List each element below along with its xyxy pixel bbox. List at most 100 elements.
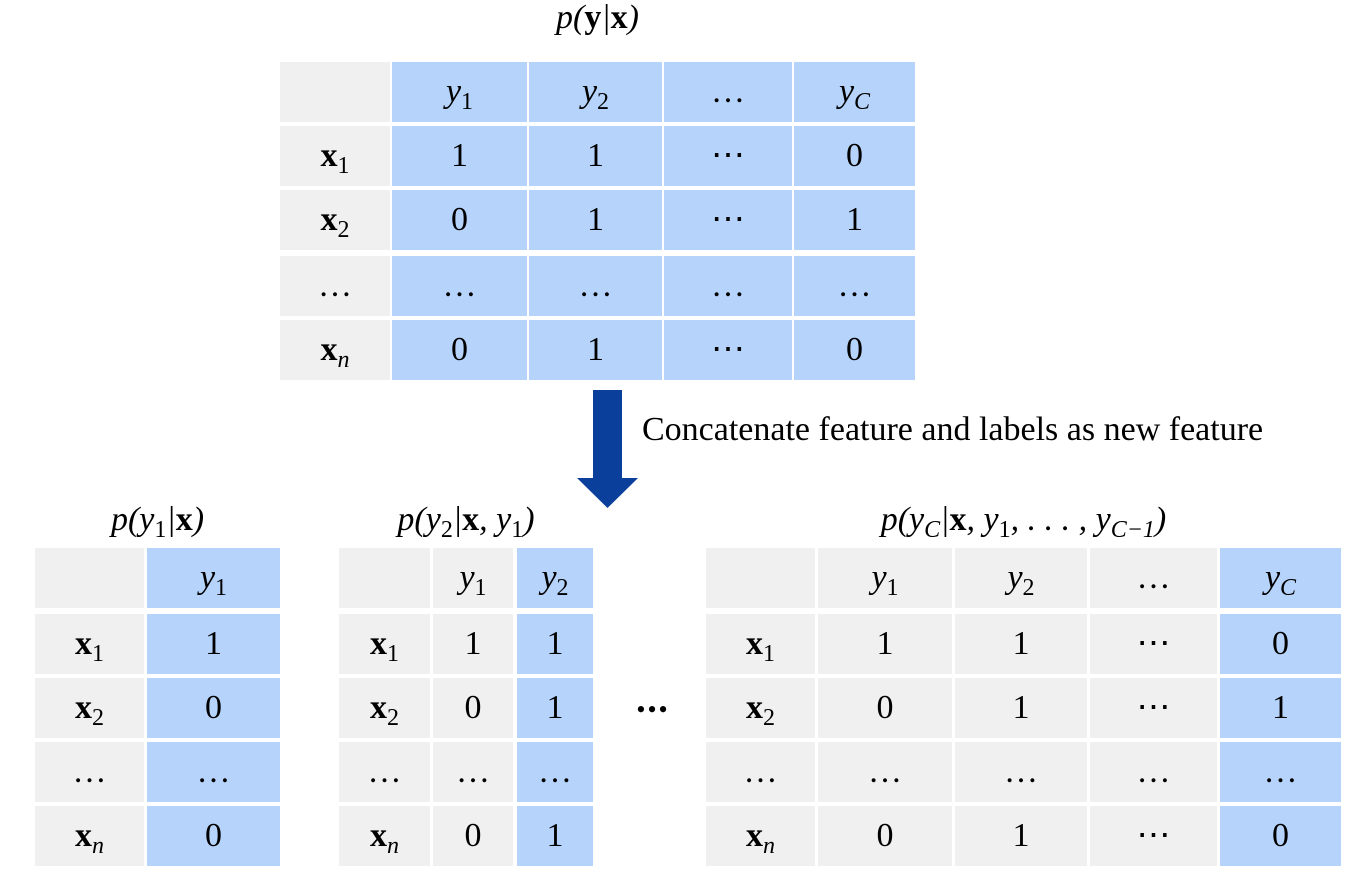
row-label: x1 bbox=[746, 625, 775, 667]
cell-value: 1 bbox=[1013, 689, 1030, 726]
cell-value: 1 bbox=[547, 817, 564, 854]
cell-value: ⋯ bbox=[1137, 625, 1171, 662]
cell bbox=[147, 614, 280, 674]
row-label-cell bbox=[706, 742, 815, 802]
cell bbox=[433, 678, 513, 738]
row-label-cell bbox=[706, 806, 815, 866]
cell-value: … bbox=[1137, 753, 1171, 790]
row-label: … bbox=[318, 267, 352, 304]
cell-value: … bbox=[1264, 753, 1298, 790]
math-text: y bbox=[197, 559, 216, 596]
math-text: ) bbox=[191, 501, 204, 538]
math-text: p(y bbox=[879, 501, 925, 538]
math-text: x bbox=[321, 331, 338, 368]
row-label: xn bbox=[75, 817, 104, 859]
row-label-cell bbox=[339, 806, 430, 866]
cell-value: 1 bbox=[451, 137, 468, 174]
cell-value: 0 bbox=[205, 689, 222, 726]
math-text: ) bbox=[521, 501, 534, 538]
header-cell bbox=[1220, 548, 1341, 608]
row-label: xn bbox=[370, 817, 399, 859]
cell bbox=[955, 742, 1087, 802]
header-cell bbox=[529, 62, 662, 122]
cell-value: 1 bbox=[587, 137, 604, 174]
cell bbox=[517, 742, 593, 802]
math-text: x bbox=[746, 625, 763, 662]
header-cell bbox=[955, 548, 1087, 608]
row-label-cell bbox=[280, 190, 390, 250]
math-text: , y bbox=[967, 501, 1000, 538]
math-text: x bbox=[176, 501, 193, 538]
subscript: 2 bbox=[763, 705, 775, 731]
math-text: y bbox=[868, 559, 887, 596]
row-label-cell bbox=[35, 614, 144, 674]
cell bbox=[1220, 742, 1341, 802]
cell bbox=[433, 742, 513, 802]
header-cell bbox=[392, 62, 527, 122]
table-title: p(y|x) bbox=[554, 0, 639, 36]
math-text: | bbox=[601, 0, 610, 36]
math-text: x bbox=[746, 817, 763, 854]
cell-value: … bbox=[579, 267, 613, 304]
subscript: C bbox=[854, 89, 871, 115]
math-text: x bbox=[611, 0, 628, 36]
header-cell bbox=[1090, 548, 1217, 608]
math-text: | bbox=[940, 501, 949, 538]
cell bbox=[529, 190, 662, 250]
column-header: … bbox=[1137, 559, 1171, 596]
cell bbox=[147, 742, 280, 802]
math-text: x bbox=[370, 817, 387, 854]
cell-value: … bbox=[838, 267, 872, 304]
cell-value: ⋯ bbox=[711, 331, 745, 368]
cell-value: 1 bbox=[547, 625, 564, 662]
arrow-head bbox=[577, 478, 638, 508]
subscript: C bbox=[924, 517, 941, 543]
math-text: p( bbox=[554, 0, 587, 36]
subscript: 1 bbox=[154, 517, 166, 543]
math-text: y bbox=[1262, 559, 1281, 596]
header-cell bbox=[280, 62, 390, 122]
cell bbox=[794, 126, 915, 186]
cell bbox=[433, 614, 513, 674]
cell bbox=[818, 614, 952, 674]
math-text: x bbox=[321, 201, 338, 238]
cell-value: … bbox=[443, 267, 477, 304]
cell bbox=[1220, 614, 1341, 674]
column-header: y2 bbox=[538, 559, 568, 601]
math-text: x bbox=[462, 501, 479, 538]
header-cell bbox=[147, 548, 280, 608]
cell bbox=[664, 190, 792, 250]
header-cell bbox=[35, 548, 144, 608]
subscript: 1 bbox=[92, 641, 104, 667]
table-title: p(y1|x) bbox=[109, 501, 204, 543]
column-header: y1 bbox=[868, 559, 898, 601]
cell-value: … bbox=[456, 753, 490, 790]
math-text: y bbox=[579, 73, 598, 110]
row-label-cell bbox=[35, 742, 144, 802]
cell-value: 1 bbox=[587, 331, 604, 368]
subscript: 1 bbox=[999, 517, 1011, 543]
row-label: … bbox=[368, 753, 402, 790]
cell-value: 0 bbox=[451, 201, 468, 238]
cell bbox=[955, 614, 1087, 674]
cell bbox=[147, 678, 280, 738]
cell bbox=[147, 806, 280, 866]
cell bbox=[1090, 678, 1217, 738]
cell bbox=[1090, 806, 1217, 866]
cell bbox=[794, 190, 915, 250]
math-text: y bbox=[1004, 559, 1023, 596]
subscript: 2 bbox=[387, 705, 399, 731]
cell bbox=[664, 320, 792, 380]
math-text: x bbox=[75, 625, 92, 662]
row-label: xn bbox=[746, 817, 775, 859]
math-text: x bbox=[950, 501, 967, 538]
subscript: C−1 bbox=[1111, 517, 1155, 543]
subscript: n bbox=[763, 833, 775, 859]
cell bbox=[529, 320, 662, 380]
column-header: y1 bbox=[197, 559, 227, 601]
header-cell bbox=[433, 548, 513, 608]
cell-value: … bbox=[1004, 753, 1038, 790]
math-text: | bbox=[453, 501, 462, 538]
row-label: x2 bbox=[370, 689, 399, 731]
